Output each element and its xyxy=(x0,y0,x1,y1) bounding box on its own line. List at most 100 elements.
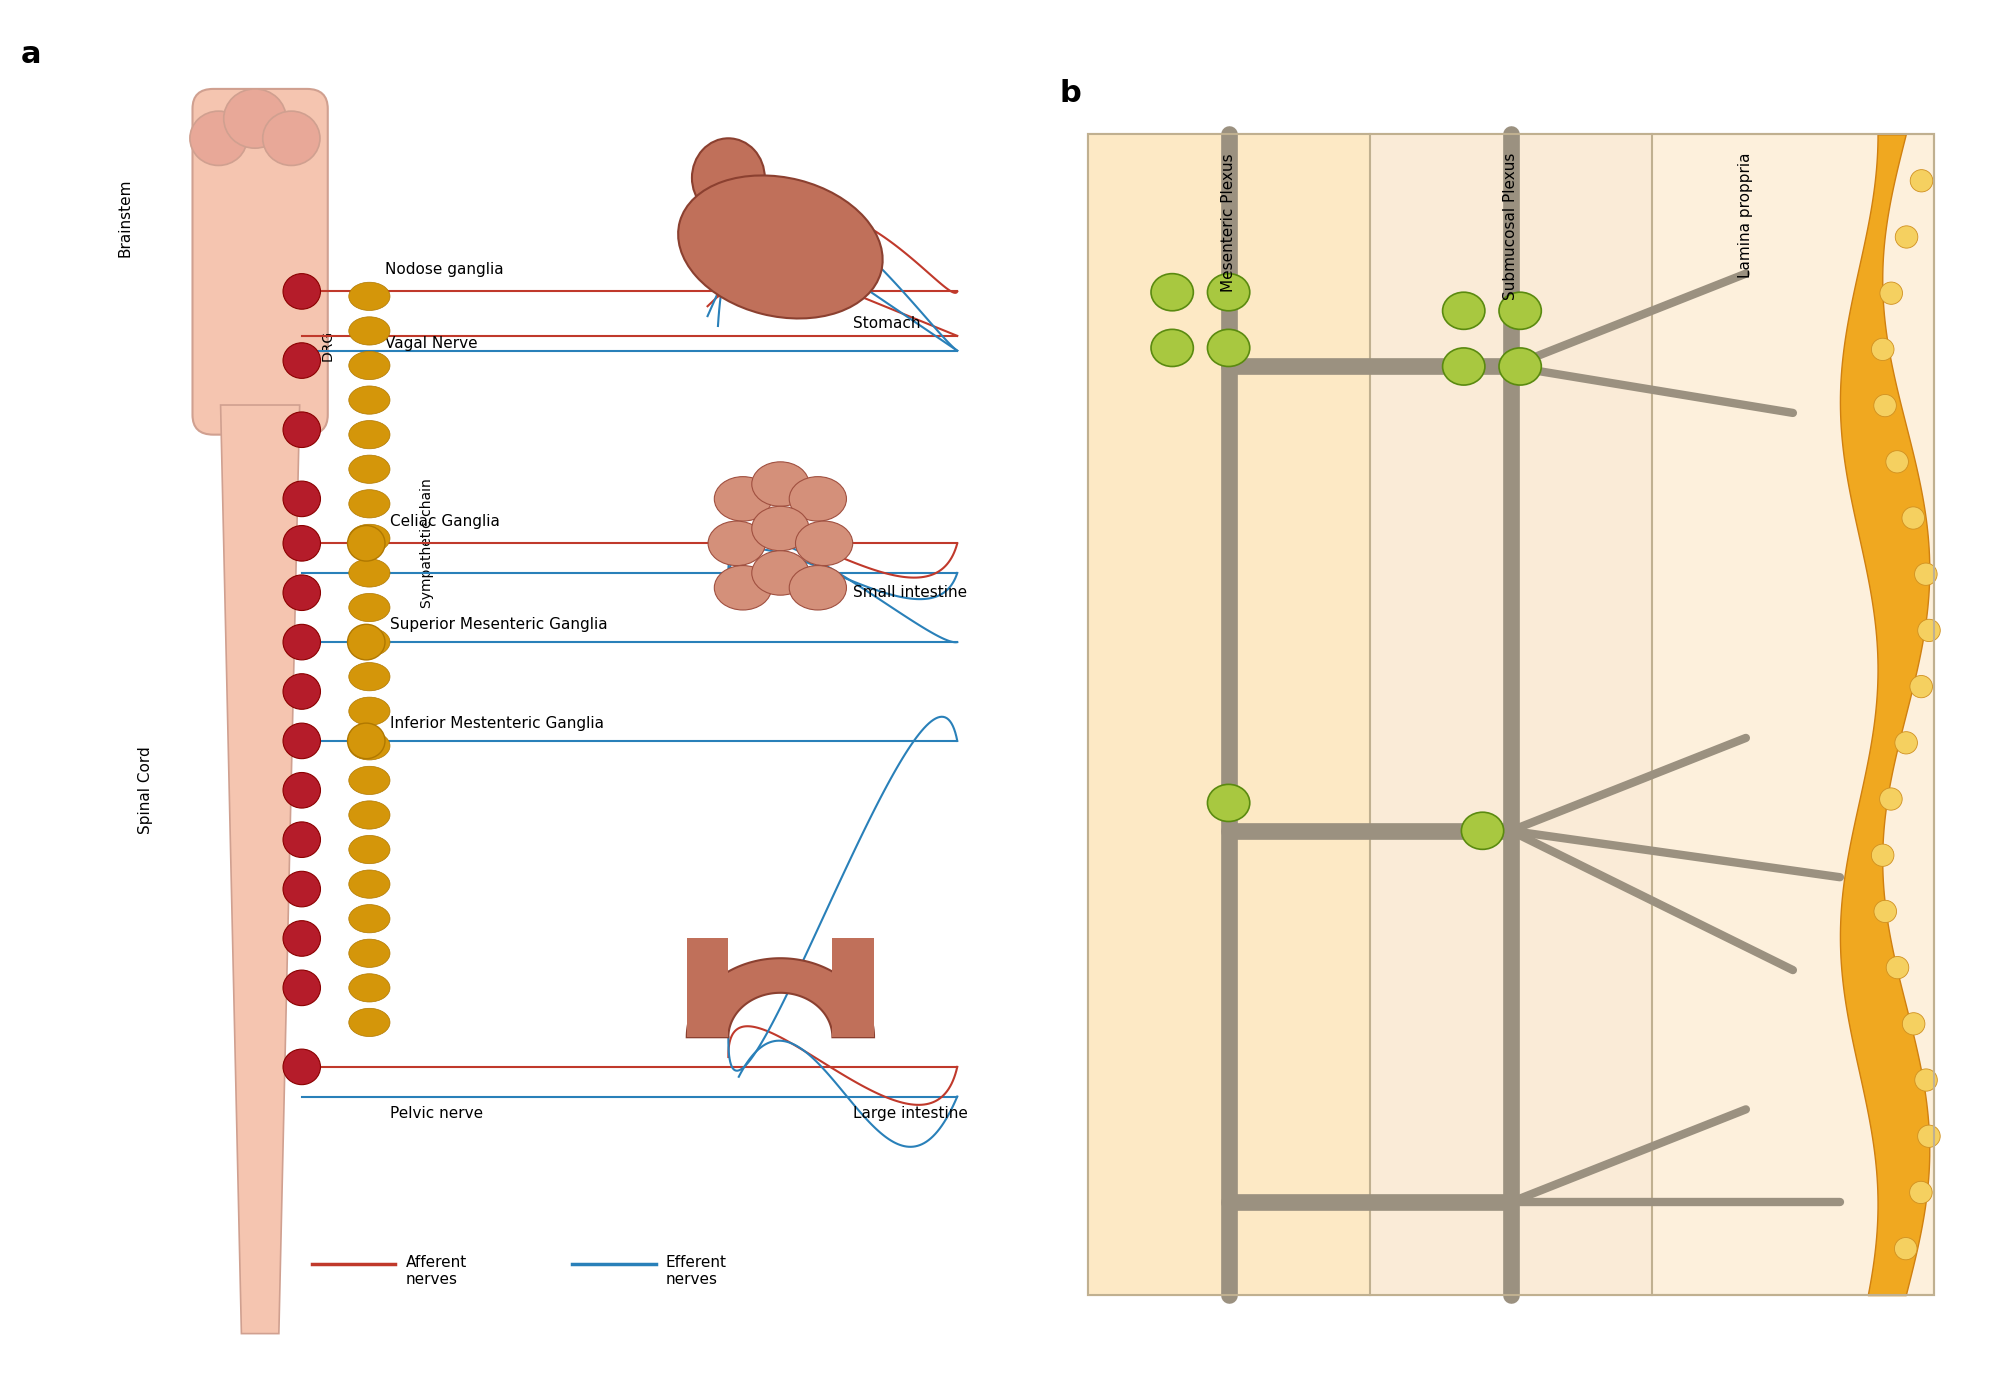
Circle shape xyxy=(282,921,320,956)
Circle shape xyxy=(282,343,320,379)
Circle shape xyxy=(348,526,384,561)
Ellipse shape xyxy=(752,550,808,595)
Text: Mesenteric Plexus: Mesenteric Plexus xyxy=(1221,154,1237,292)
Text: Inferior Mestenteric Ganglia: Inferior Mestenteric Ganglia xyxy=(390,716,604,732)
Ellipse shape xyxy=(348,904,390,934)
Circle shape xyxy=(282,1050,320,1084)
Ellipse shape xyxy=(348,593,390,622)
Circle shape xyxy=(1873,394,1897,416)
Ellipse shape xyxy=(1461,812,1503,849)
Circle shape xyxy=(1917,1126,1941,1148)
Circle shape xyxy=(1895,1238,1917,1260)
Circle shape xyxy=(1871,844,1893,866)
Circle shape xyxy=(282,526,320,561)
Ellipse shape xyxy=(714,566,772,610)
Ellipse shape xyxy=(348,974,390,1003)
Ellipse shape xyxy=(752,506,808,550)
Ellipse shape xyxy=(262,111,320,166)
Circle shape xyxy=(348,624,384,660)
Circle shape xyxy=(282,575,320,610)
Circle shape xyxy=(1885,451,1909,473)
Circle shape xyxy=(1887,957,1909,979)
FancyBboxPatch shape xyxy=(1371,134,1653,1294)
Circle shape xyxy=(282,274,320,310)
Circle shape xyxy=(1895,732,1917,754)
Ellipse shape xyxy=(1207,274,1251,311)
FancyBboxPatch shape xyxy=(1089,134,1371,1294)
Circle shape xyxy=(348,723,384,759)
Circle shape xyxy=(282,674,320,709)
Ellipse shape xyxy=(1207,329,1251,366)
Ellipse shape xyxy=(224,89,286,148)
Ellipse shape xyxy=(348,835,390,863)
Circle shape xyxy=(282,624,320,660)
Circle shape xyxy=(1875,900,1897,922)
Text: Superior Mesenteric Ganglia: Superior Mesenteric Ganglia xyxy=(390,617,608,632)
Text: Vagal Nerve: Vagal Nerve xyxy=(384,336,478,351)
Ellipse shape xyxy=(678,176,882,318)
Text: a: a xyxy=(20,40,42,69)
Ellipse shape xyxy=(348,1008,390,1037)
Ellipse shape xyxy=(752,462,808,506)
Ellipse shape xyxy=(788,477,846,521)
Text: Stomach: Stomach xyxy=(852,317,920,331)
Ellipse shape xyxy=(348,351,390,380)
Text: Nodose ganglia: Nodose ganglia xyxy=(384,261,504,277)
Ellipse shape xyxy=(348,870,390,899)
Text: Celiac Ganglia: Celiac Ganglia xyxy=(390,513,500,528)
FancyBboxPatch shape xyxy=(1089,134,1935,1294)
Ellipse shape xyxy=(1499,349,1541,384)
Circle shape xyxy=(282,481,320,517)
Text: Sympathetic chain: Sympathetic chain xyxy=(420,479,434,609)
FancyBboxPatch shape xyxy=(192,89,328,434)
Ellipse shape xyxy=(348,282,390,311)
Ellipse shape xyxy=(348,628,390,657)
Text: Large intestine: Large intestine xyxy=(852,1106,968,1122)
Circle shape xyxy=(1909,675,1933,698)
Circle shape xyxy=(1909,1181,1933,1203)
Ellipse shape xyxy=(348,559,390,588)
Ellipse shape xyxy=(692,138,764,217)
Circle shape xyxy=(282,773,320,808)
Ellipse shape xyxy=(348,524,390,553)
Ellipse shape xyxy=(788,566,846,610)
Ellipse shape xyxy=(348,317,390,346)
Circle shape xyxy=(1917,620,1941,642)
Text: Efferent
nerves: Efferent nerves xyxy=(666,1254,726,1288)
Circle shape xyxy=(1911,170,1933,192)
Ellipse shape xyxy=(348,766,390,794)
Ellipse shape xyxy=(348,732,390,761)
Ellipse shape xyxy=(348,420,390,449)
Ellipse shape xyxy=(1443,349,1485,384)
Text: Lamina proppria: Lamina proppria xyxy=(1739,154,1753,278)
Ellipse shape xyxy=(1499,292,1541,329)
Ellipse shape xyxy=(1151,329,1193,366)
Ellipse shape xyxy=(348,386,390,415)
Text: DRG: DRG xyxy=(320,331,334,361)
Ellipse shape xyxy=(348,455,390,484)
Ellipse shape xyxy=(348,939,390,968)
Text: Pelvic nerve: Pelvic nerve xyxy=(390,1106,484,1122)
Ellipse shape xyxy=(190,111,248,166)
PathPatch shape xyxy=(220,405,300,1333)
Ellipse shape xyxy=(348,697,390,726)
Circle shape xyxy=(282,822,320,857)
Circle shape xyxy=(282,871,320,907)
Ellipse shape xyxy=(348,662,390,692)
Text: Submucosal Plexus: Submucosal Plexus xyxy=(1503,154,1519,300)
Text: Small intestine: Small intestine xyxy=(852,585,966,600)
Ellipse shape xyxy=(796,521,852,566)
Circle shape xyxy=(282,412,320,448)
Ellipse shape xyxy=(1207,784,1251,822)
Circle shape xyxy=(1879,282,1903,304)
Ellipse shape xyxy=(708,521,764,566)
Circle shape xyxy=(1879,788,1903,810)
Ellipse shape xyxy=(1151,274,1193,311)
Circle shape xyxy=(282,969,320,1005)
Circle shape xyxy=(1871,339,1895,361)
Ellipse shape xyxy=(348,801,390,830)
Circle shape xyxy=(1915,563,1937,585)
Text: b: b xyxy=(1059,79,1081,108)
Circle shape xyxy=(1903,506,1925,530)
Text: Brainstem: Brainstem xyxy=(118,178,132,257)
